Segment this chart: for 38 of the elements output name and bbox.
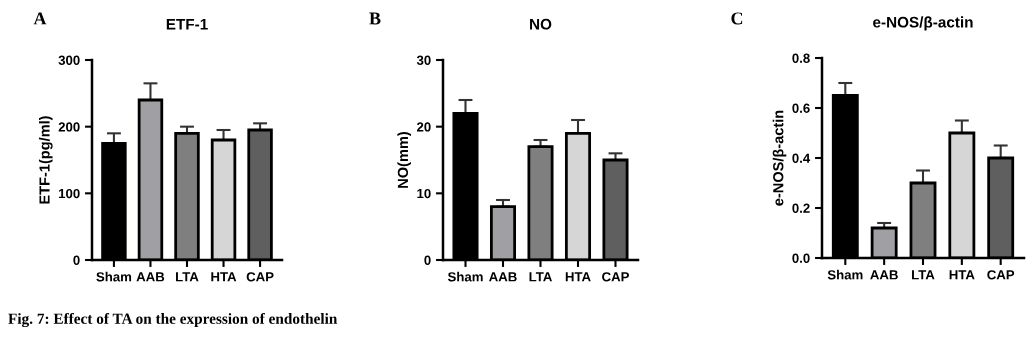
text: B	[369, 12, 381, 25]
chart-title: ETF-1	[166, 18, 208, 30]
x-tick-label: LTA	[912, 270, 935, 280]
text: C	[731, 12, 743, 25]
y-tick-label: 30	[416, 55, 431, 65]
y-tick-label: 20	[416, 122, 431, 132]
text: A	[33, 12, 47, 25]
x-tick-label: Sham	[447, 271, 483, 282]
x-tick-label: HTA	[949, 270, 975, 280]
y-tick-label: 0.0	[792, 253, 810, 263]
x-tick-label: AAB	[870, 270, 898, 280]
y-tick-label: 10	[417, 188, 431, 199]
caption: Fig. 7: Effect of TA on the expression of endothelin	[8, 312, 338, 328]
x-tick-label: LTA	[529, 272, 552, 282]
x-tick-label: Sham	[96, 271, 132, 282]
x-tick-label: CAP	[246, 272, 274, 282]
x-tick-label: AAB	[489, 272, 517, 282]
x-tick-label: CAP	[987, 270, 1015, 280]
x-tick-label: LTA	[176, 272, 199, 282]
x-tick-label: AAB	[136, 272, 165, 282]
x-tick-label: CAP	[602, 272, 629, 282]
x-tick-label: HTA	[565, 272, 591, 282]
y-tick-label: 200	[58, 122, 80, 132]
y-axis-title: ETF-1(pg/ml)	[38, 116, 53, 204]
y-tick-label: 0.4	[792, 153, 811, 163]
y-tick-label: 100	[59, 188, 80, 199]
y-tick-label: 0.2	[792, 203, 810, 213]
y-axis-title: NO(mm)	[397, 131, 411, 188]
chart-title: e-NOS/β-actin	[873, 16, 973, 31]
x-tick-label: Sham	[827, 269, 863, 280]
y-tick-label: 300	[58, 55, 80, 65]
y-axis-title: e-NOS/β-actin	[772, 110, 787, 206]
chart-title: NO	[530, 18, 552, 30]
x-tick-label: HTA	[211, 272, 237, 282]
y-tick-label: 0	[424, 255, 431, 265]
y-tick-label: 0.8	[792, 53, 810, 63]
y-tick-label: 0.6	[792, 103, 810, 113]
y-tick-label: 0	[73, 255, 80, 265]
